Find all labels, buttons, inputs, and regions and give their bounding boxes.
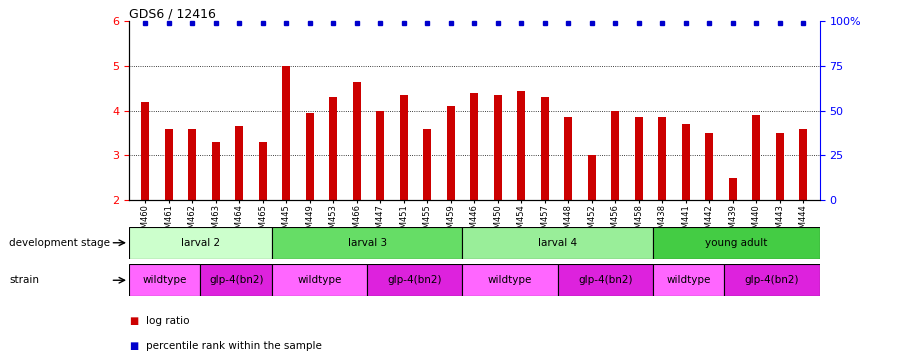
Bar xyxy=(659,117,667,200)
Text: strain: strain xyxy=(9,275,40,285)
Bar xyxy=(282,66,290,200)
Bar xyxy=(653,227,820,259)
Text: wildtype: wildtype xyxy=(297,275,342,285)
Bar xyxy=(541,97,549,200)
Bar xyxy=(705,133,714,200)
Bar xyxy=(494,95,502,200)
Text: glp-4(bn2): glp-4(bn2) xyxy=(388,275,442,285)
Bar xyxy=(635,117,643,200)
Bar xyxy=(129,264,201,296)
Bar xyxy=(201,264,272,296)
Bar xyxy=(141,102,149,200)
Bar xyxy=(259,142,267,200)
Bar xyxy=(376,111,384,200)
Bar xyxy=(353,82,361,200)
Text: log ratio: log ratio xyxy=(146,316,189,326)
Text: ■: ■ xyxy=(129,316,138,326)
Bar xyxy=(462,227,653,259)
Text: GDS6 / 12416: GDS6 / 12416 xyxy=(129,7,216,20)
Text: glp-4(bn2): glp-4(bn2) xyxy=(745,275,799,285)
Text: larval 3: larval 3 xyxy=(347,238,387,248)
Bar xyxy=(367,264,462,296)
Text: glp-4(bn2): glp-4(bn2) xyxy=(209,275,263,285)
Bar xyxy=(424,129,431,200)
Bar xyxy=(682,124,690,200)
Bar xyxy=(306,113,314,200)
Bar xyxy=(588,155,596,200)
Bar xyxy=(775,133,784,200)
Bar xyxy=(329,97,337,200)
Bar xyxy=(565,117,573,200)
Text: percentile rank within the sample: percentile rank within the sample xyxy=(146,341,321,351)
Text: development stage: development stage xyxy=(9,238,111,248)
Bar xyxy=(462,264,558,296)
Bar xyxy=(725,264,820,296)
Bar xyxy=(471,93,478,200)
Text: young adult: young adult xyxy=(705,238,767,248)
Bar xyxy=(400,95,408,200)
Bar xyxy=(212,142,220,200)
Bar xyxy=(272,227,462,259)
Bar xyxy=(612,111,620,200)
Bar xyxy=(165,129,173,200)
Bar xyxy=(188,129,196,200)
Bar xyxy=(518,91,525,200)
Bar xyxy=(447,106,455,200)
Bar xyxy=(129,227,272,259)
Text: wildtype: wildtype xyxy=(667,275,711,285)
Bar xyxy=(558,264,653,296)
Text: larval 4: larval 4 xyxy=(538,238,577,248)
Text: ■: ■ xyxy=(129,341,138,351)
Text: wildtype: wildtype xyxy=(488,275,532,285)
Text: glp-4(bn2): glp-4(bn2) xyxy=(578,275,633,285)
Bar xyxy=(752,115,761,200)
Text: larval 2: larval 2 xyxy=(181,238,220,248)
Text: wildtype: wildtype xyxy=(143,275,187,285)
Bar xyxy=(799,129,808,200)
Bar xyxy=(272,264,367,296)
Bar xyxy=(235,126,243,200)
Bar xyxy=(729,177,737,200)
Bar xyxy=(653,264,725,296)
